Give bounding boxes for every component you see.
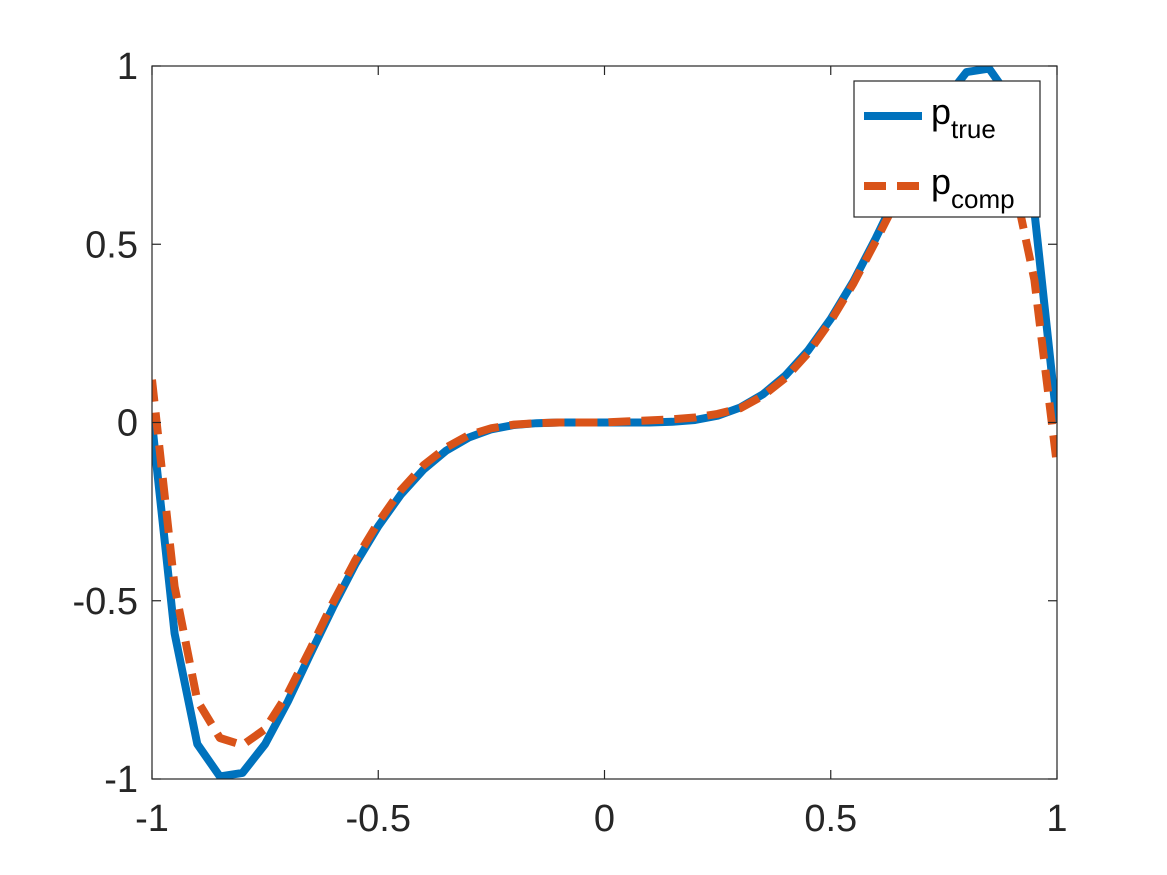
- y-tick-label: -0.5: [73, 581, 138, 623]
- legend-label-base: p: [931, 91, 951, 132]
- y-tick-label: -1: [104, 759, 138, 801]
- legend-label-true: ptrue: [931, 91, 996, 144]
- x-tick-label: 0.5: [804, 798, 857, 840]
- y-tick-label: 1: [117, 46, 138, 88]
- y-tick-label: 0: [117, 403, 138, 445]
- legend-label-base: p: [931, 161, 951, 202]
- y-tick-label: 0.5: [85, 224, 138, 266]
- series-line-comp: [152, 108, 1057, 750]
- x-tick-label: 1: [1046, 798, 1067, 840]
- x-tick-label: 0: [594, 798, 615, 840]
- legend-label-subscript: true: [951, 114, 996, 144]
- tick-layer: -1 -0.5 0 0.5 1 -1 -0.5 0 0.5 1: [73, 46, 1068, 840]
- legend-box: [853, 80, 1041, 218]
- x-tick-label: -0.5: [346, 798, 411, 840]
- legend-label-subscript: comp: [951, 184, 1015, 214]
- x-tick-label: -1: [135, 798, 169, 840]
- legend-label-comp: pcomp: [931, 161, 1015, 214]
